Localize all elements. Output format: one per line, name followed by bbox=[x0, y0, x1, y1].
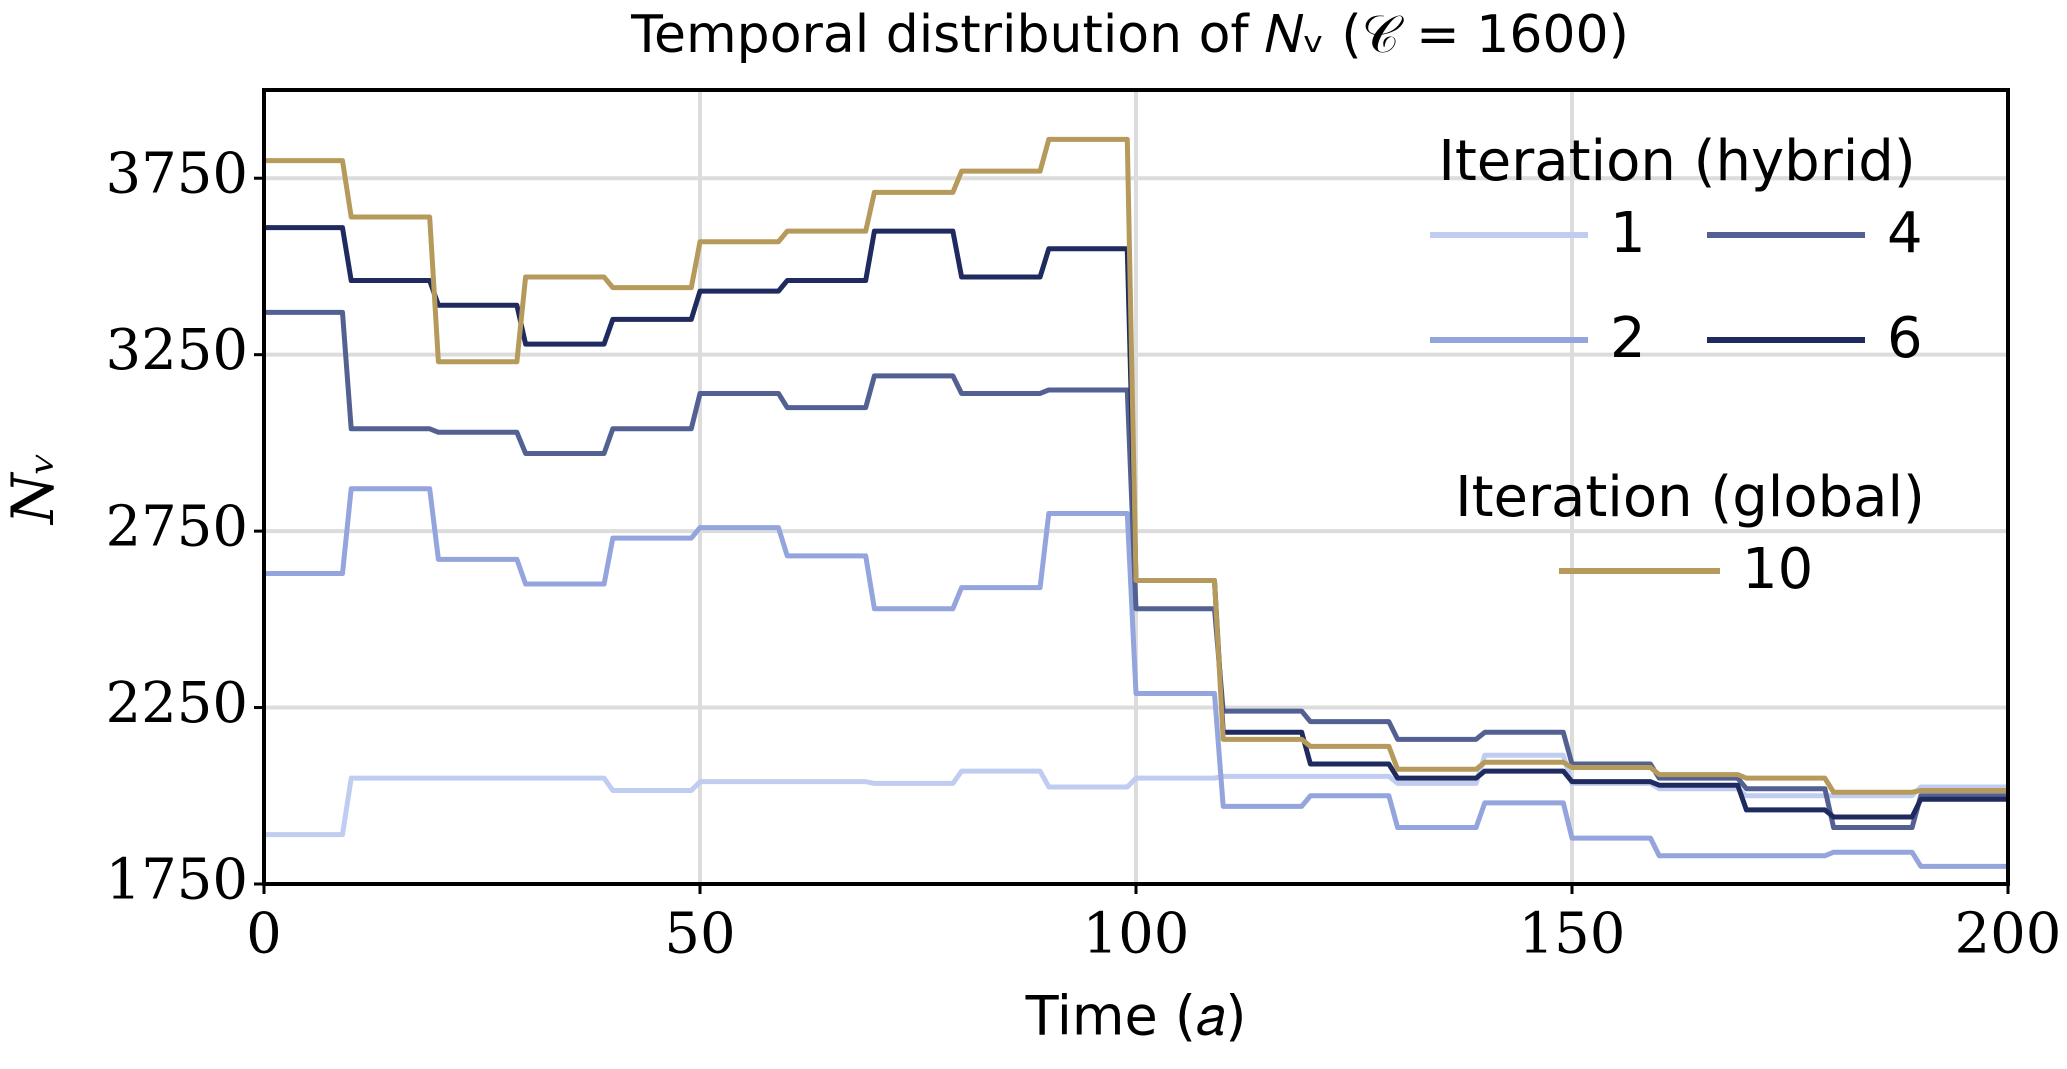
legend-title: Iteration (hybrid) bbox=[1438, 129, 1915, 194]
data-line bbox=[264, 752, 2008, 838]
chart-title: Temporal distribution of 𝑁ᵥ (𝒞 = 1600) bbox=[630, 5, 1629, 65]
legend-label: 1 bbox=[1610, 201, 1646, 266]
legend-label: 10 bbox=[1742, 537, 1813, 602]
y-tick-label: 1750 bbox=[105, 848, 248, 913]
x-tick-label: 0 bbox=[246, 902, 282, 967]
legend-label: 2 bbox=[1610, 306, 1646, 371]
x-tick-label: 150 bbox=[1519, 902, 1626, 967]
y-tick-label: 2750 bbox=[105, 495, 248, 560]
y-tick-label: 3750 bbox=[105, 142, 248, 207]
x-tick-label: 200 bbox=[1955, 902, 2062, 967]
x-axis-label: Time (𝑎) bbox=[1025, 985, 1247, 1048]
plot-frame bbox=[262, 88, 2010, 886]
y-tick-label: 2250 bbox=[105, 671, 248, 736]
legend-title: Iteration (global) bbox=[1455, 465, 1925, 530]
legend-label: 4 bbox=[1887, 201, 1923, 266]
data-line bbox=[264, 136, 2008, 795]
x-tick-label: 100 bbox=[1083, 902, 1190, 967]
x-tick-label: 50 bbox=[664, 902, 735, 967]
data-line bbox=[264, 486, 2008, 869]
y-tick-label: 3250 bbox=[105, 318, 248, 383]
legend-label: 6 bbox=[1887, 306, 1923, 371]
y-axis-label: 𝑁ᵥ bbox=[0, 452, 67, 526]
